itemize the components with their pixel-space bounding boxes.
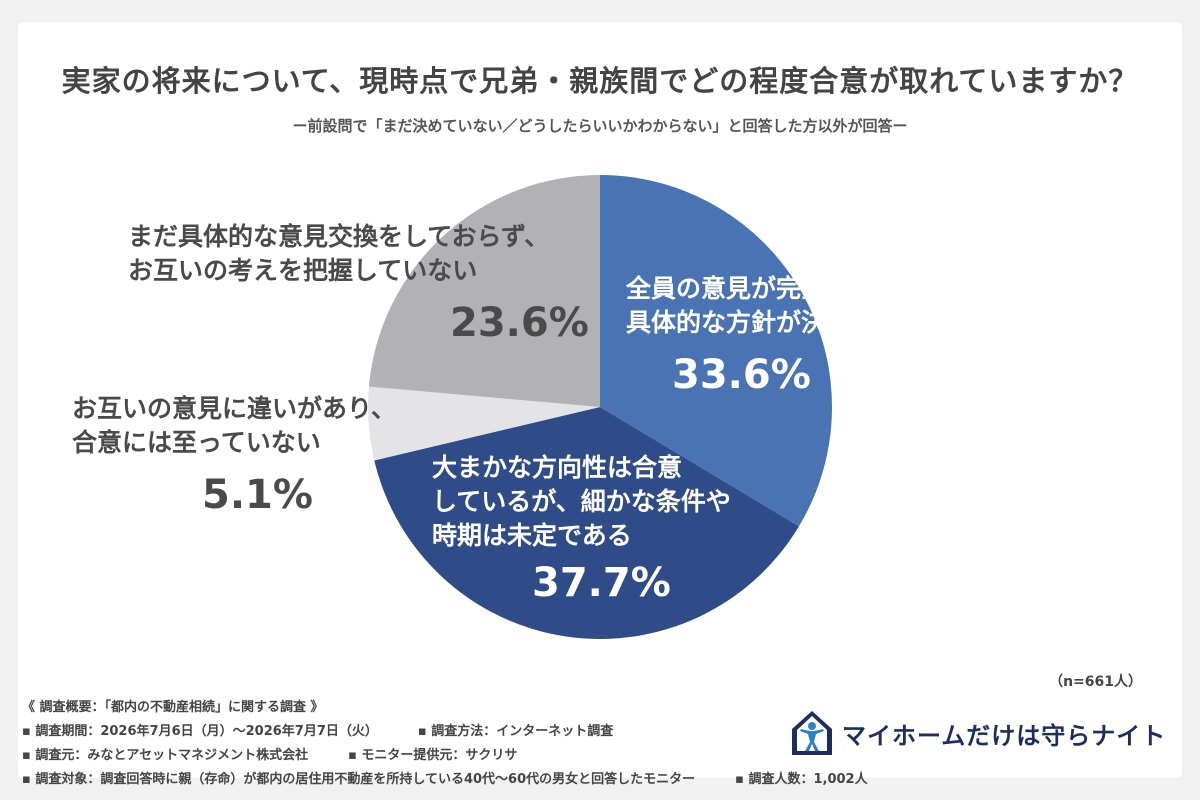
slice-label-2-line-1: 大まかな方向性は合意	[432, 453, 683, 482]
slice-label-3: お互いの意見に違いがあり、 合意には至っていない 5.1%	[72, 392, 396, 522]
slice-value-4: 23.6%	[450, 299, 589, 346]
brand-logo: マイホームだけは守らナイト	[790, 708, 1166, 758]
slice-label-4-line-1: まだ具体的な意見交換をしておらず、	[128, 222, 550, 251]
monitor-provider: ▪ モニター提供元：サクリサ	[348, 748, 518, 763]
slice-label-4-line-2: お互いの考えを把握していない	[128, 255, 478, 285]
pie-slice-3	[368, 386, 600, 461]
slice-value-3: 5.1%	[202, 471, 313, 518]
slice-label-2: 大まかな方向性は合意 しているが、細かな条件や 時期は未定である 37.7%	[432, 451, 731, 610]
survey-organizer: ▪ 調査元：みなとアセットマネジメント株式会社	[22, 748, 309, 763]
pie-slice-4	[368, 175, 600, 407]
survey-target: ▪ 調査対象：調査回答時に親（存命）が都内の居住用不動産を所持している40代〜6…	[22, 772, 696, 787]
overview-row-2: ▪ 調査元：みなとアセットマネジメント株式会社 ▪ モニター提供元：サクリサ	[22, 744, 868, 768]
chart-subtitle: ー前設問で「まだ決めていない／どうしたらいいかわからない」と回答した方以外が回答…	[292, 117, 908, 135]
overview-row-1: ▪ 調査期間：2026年7月6日（月）〜2026年7月7日（火） ▪ 調査方法：イ…	[22, 720, 868, 744]
slice-label-1-line-1: 全員の意見が完全に一致し、	[626, 274, 952, 303]
pie-slice-1	[600, 175, 832, 527]
brand-logo-text: マイホームだけは守らナイト	[842, 721, 1167, 750]
survey-count: ▪ 調査人数：1,002人	[735, 772, 868, 787]
slice-value-2: 37.7%	[532, 560, 671, 607]
overview-row-3: ▪ 調査対象：調査回答時に親（存命）が都内の居住用不動産を所持している40代〜6…	[22, 768, 868, 792]
pie-slice-2	[374, 407, 799, 639]
slice-label-2-line-2: しているが、細かな条件や	[432, 486, 731, 516]
slice-label-3-line-2: 合意には至っていない	[72, 427, 321, 457]
slice-label-1: 全員の意見が完全に一致し、 具体的な方針が決まっている 33.6%	[626, 272, 951, 402]
overview-heading: 《 調査概要：「都内の不動産相続」に関する調査 》	[22, 700, 324, 715]
survey-period: ▪ 調査期間：2026年7月6日（月）〜2026年7月7日（火）	[22, 724, 378, 739]
slice-label-2-line-3: 時期は未定である	[432, 520, 632, 550]
slice-label-3-line-1: お互いの意見に違いがあり、	[72, 394, 397, 423]
chart-title: 実家の将来について、現時点で兄弟・親族間でどの程度合意が取れていますか？	[61, 64, 1139, 98]
survey-method: ▪ 調査方法：インターネット調査	[417, 724, 614, 739]
sample-size-note: （n=661人）	[1049, 674, 1142, 690]
house-person-icon	[792, 711, 832, 755]
slice-label-1-line-2: 具体的な方針が決まっている	[626, 307, 949, 337]
slice-value-1: 33.6%	[672, 351, 811, 398]
survey-overview: 《 調査概要：「都内の不動産相続」に関する調査 》 ▪ 調査期間：2026年7月…	[22, 696, 868, 792]
slice-label-4: まだ具体的な意見交換をしておらず、 お互いの考えを把握していない 23.6%	[128, 220, 589, 350]
